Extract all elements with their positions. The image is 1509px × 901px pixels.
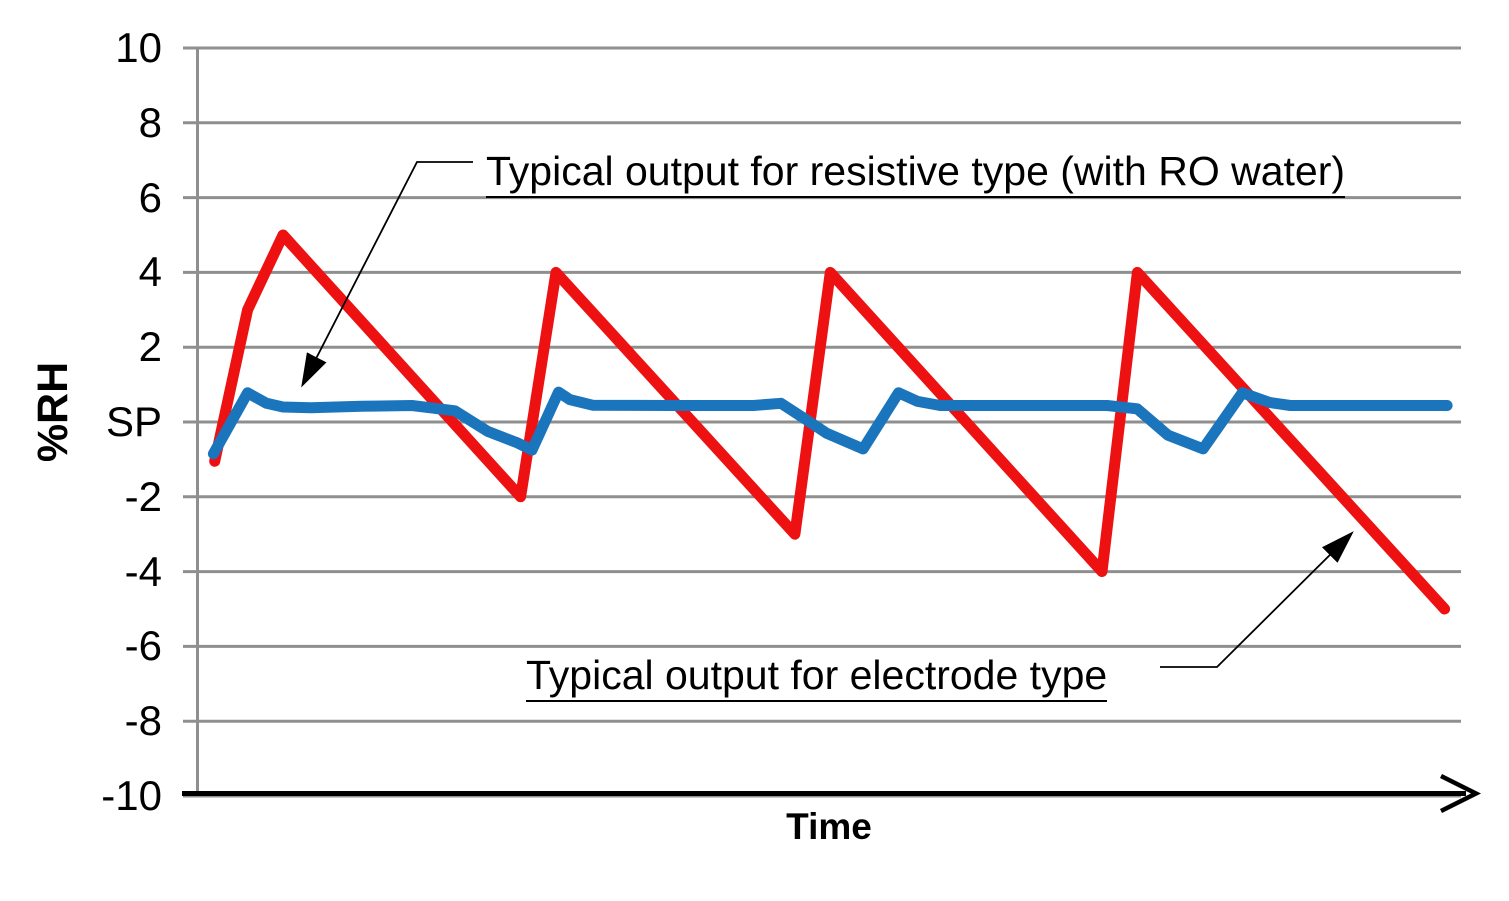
resistive-series-line — [207, 386, 1453, 460]
annotation-electrode-label: Typical output for electrode type — [526, 652, 1108, 702]
y-tick-label: -10 — [101, 772, 162, 819]
y-tick-label: 8 — [138, 98, 162, 146]
y-tick-label: -8 — [124, 697, 162, 745]
leader-line-resistive — [301, 161, 473, 388]
leader-line-electrode — [1160, 531, 1354, 668]
y-tick-label: SP — [105, 398, 162, 445]
y-tick-label: -4 — [124, 547, 162, 595]
y-tick-label: 2 — [138, 323, 162, 371]
x-axis-title: Time — [786, 806, 872, 847]
y-tick-label: 6 — [138, 173, 162, 221]
y-tick-label: 10 — [115, 24, 162, 71]
y-tick-label: -2 — [124, 472, 162, 520]
y-tick-label: 4 — [138, 248, 162, 296]
y-tick-label: -6 — [124, 622, 162, 670]
annotation-resistive-label: Typical output for resistive type (with … — [486, 148, 1346, 198]
plot-layer — [182, 46, 1482, 814]
x-axis-arrow-icon — [1439, 773, 1482, 814]
